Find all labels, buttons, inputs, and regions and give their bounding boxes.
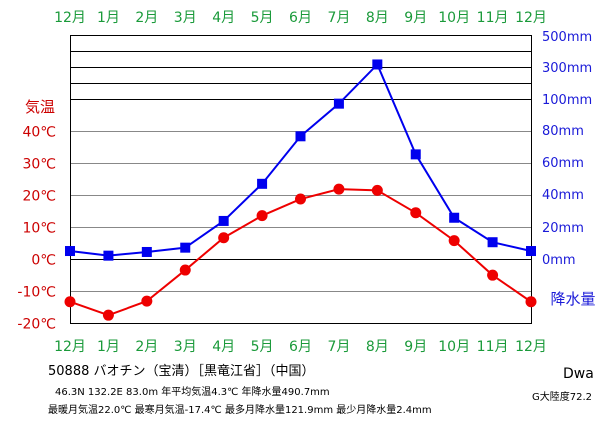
plot-frame	[70, 35, 532, 324]
precipitation-tick-label: 40mm	[542, 188, 584, 203]
temperature-axis-labels: 40℃ 30℃ 20℃ 10℃ 0℃ -10℃ -20℃	[17, 125, 56, 333]
temperature-point	[256, 210, 268, 222]
precipitation-tick-label: 80mm	[542, 124, 584, 139]
bottom-month-label: 4月	[212, 339, 235, 355]
top-month-label: 12月	[54, 10, 86, 26]
precipitation-point	[449, 212, 460, 223]
temperature-point	[64, 296, 76, 308]
bottom-month-label: 3月	[174, 339, 197, 355]
precipitation-point	[372, 59, 383, 70]
series-lines	[69, 62, 532, 317]
station-extremes: 最暖月気温22.0℃ 最寒月気温-17.4℃ 最多月降水量121.9mm 最少月…	[48, 405, 432, 416]
precipitation-point	[526, 246, 536, 257]
precipitation-point	[180, 242, 191, 253]
top-month-label: 11月	[477, 10, 509, 26]
climate-class: Dwa	[563, 366, 594, 382]
top-month-label: 3月	[174, 10, 197, 26]
precipitation-point	[410, 149, 421, 160]
precipitation-point	[487, 237, 498, 248]
temperature-point	[218, 232, 230, 244]
bottom-month-label: 1月	[97, 339, 120, 355]
continentality-index: G大陸度72.2	[532, 392, 593, 403]
temperature-point	[295, 193, 306, 205]
precipitation-tick-label: 20mm	[542, 221, 584, 236]
bottom-month-label: 9月	[404, 339, 427, 355]
top-month-label: 12月	[515, 10, 547, 26]
bottom-month-label: 8月	[366, 339, 389, 355]
top-month-label: 8月	[366, 10, 389, 26]
temperature-point	[102, 309, 114, 321]
bottom-month-label: 5月	[251, 339, 274, 355]
top-month-label: 5月	[251, 10, 274, 26]
precipitation-point	[141, 246, 152, 257]
temperature-tick-label: 30℃	[22, 157, 56, 173]
precipitation-axis-labels: 500mm 300mm 100mm 80mm 60mm 40mm 20mm 0mm	[542, 30, 592, 268]
top-month-label: 4月	[212, 10, 235, 26]
top-month-label: 7月	[327, 10, 350, 26]
precipitation-tick-label: 100mm	[542, 93, 592, 108]
plot-border	[70, 35, 532, 324]
precipitation-tick-label: 300mm	[542, 61, 592, 76]
station-coords: 46.3N 132.2E 83.0m 年平均気温4.3℃ 年降水量490.7mm	[55, 387, 330, 398]
temperature-point	[141, 295, 153, 307]
precipitation-point	[103, 250, 114, 261]
bottom-month-label: 2月	[135, 339, 158, 355]
bottom-month-label: 6月	[289, 339, 312, 355]
grid-lines	[70, 51, 531, 292]
bottom-month-label: 10月	[438, 339, 470, 355]
top-month-label: 10月	[438, 10, 470, 26]
precipitation-point	[333, 98, 344, 109]
precipitation-point	[218, 215, 229, 226]
station-title: 50888 バオチン（宝清）［黒竜江省］（中国）	[48, 364, 315, 379]
precipitation-tick-label: 0mm	[542, 253, 576, 268]
top-month-label: 2月	[135, 10, 158, 26]
bottom-month-label: 11月	[477, 339, 509, 355]
bottom-month-labels: 12月 1月 2月 3月 4月 5月 6月 7月 8月 9月 10月 11月 12月	[54, 339, 547, 355]
temperature-tick-label: -20℃	[17, 317, 56, 333]
bottom-month-label: 12月	[515, 339, 547, 355]
bottom-month-label: 12月	[54, 339, 86, 355]
temperature-point	[448, 235, 460, 247]
temperature-tick-label: 10℃	[22, 221, 56, 237]
temperature-point	[179, 264, 191, 276]
precipitation-point	[295, 131, 306, 142]
top-month-labels: 12月 1月 2月 3月 4月 5月 6月 7月 8月 9月 10月 11月 12月	[54, 10, 547, 26]
temperature-tick-label: 20℃	[22, 189, 56, 205]
temperature-point	[410, 207, 422, 219]
series-markers	[64, 59, 537, 321]
top-month-label: 9月	[404, 10, 427, 26]
temperature-point	[525, 296, 537, 308]
precipitation-axis-title: 降水量	[550, 290, 595, 308]
precipitation-point	[257, 178, 268, 189]
temperature-tick-label: -10℃	[17, 285, 56, 301]
temperature-point	[333, 183, 345, 195]
temperature-axis-title: 気温	[25, 98, 55, 116]
temperature-point	[487, 269, 499, 281]
precipitation-point	[65, 246, 75, 257]
precipitation-tick-label: 60mm	[542, 156, 584, 171]
precipitation-tick-label: 500mm	[542, 30, 592, 45]
temperature-tick-label: 0℃	[31, 253, 56, 269]
temperature-tick-label: 40℃	[22, 125, 56, 141]
bottom-month-label: 7月	[327, 339, 350, 355]
precipitation-line	[69, 62, 532, 257]
top-month-label: 6月	[289, 10, 312, 26]
top-month-label: 1月	[97, 10, 120, 26]
temperature-point	[371, 184, 383, 196]
